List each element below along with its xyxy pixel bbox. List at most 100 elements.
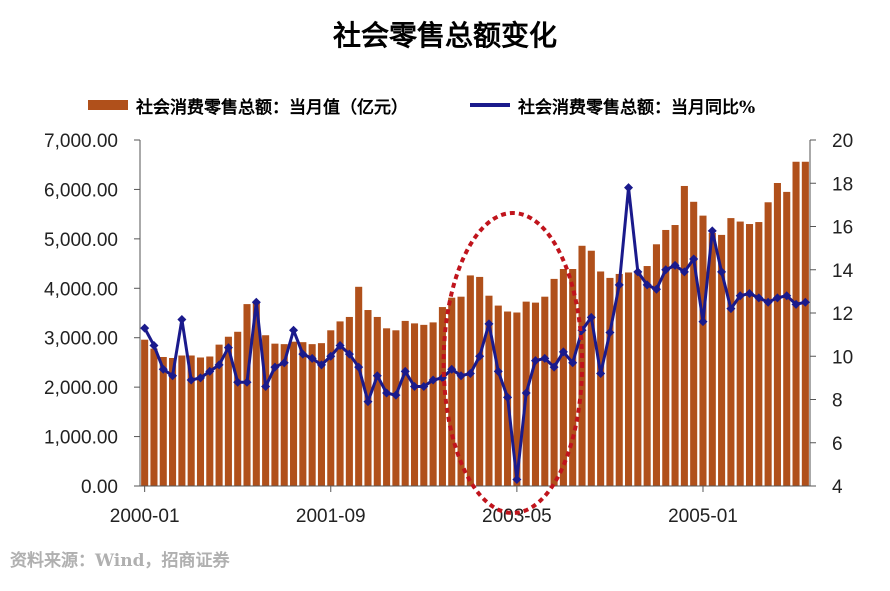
bar — [438, 307, 446, 486]
yoy-point — [410, 382, 420, 392]
bar — [448, 297, 456, 486]
bar — [392, 330, 400, 486]
yoy-point — [447, 364, 457, 374]
bar — [643, 266, 651, 486]
x-tick-label: 2003-05 — [482, 506, 552, 527]
bar — [680, 185, 688, 486]
bar — [317, 343, 325, 486]
bar — [550, 278, 558, 486]
bar — [280, 344, 288, 486]
yoy-point — [586, 312, 596, 322]
bar — [243, 304, 251, 486]
yoy-point — [316, 360, 326, 370]
bar — [634, 271, 642, 486]
yoy-point — [428, 375, 438, 385]
legend-label-line: 社会消费零售总额：当月同比% — [518, 97, 756, 118]
bar — [485, 295, 493, 486]
yoy-point — [400, 366, 410, 376]
yoy-point — [791, 299, 801, 309]
yoy-point — [223, 343, 233, 353]
bar — [355, 286, 363, 486]
bar — [773, 183, 781, 486]
bar — [736, 221, 744, 486]
yoy-point — [307, 353, 317, 363]
bar — [513, 312, 521, 486]
yoy-point — [372, 371, 382, 381]
yoy-point — [354, 362, 364, 372]
y-left-tick-label: 4,000.00 — [44, 279, 118, 300]
yoy-point — [382, 388, 392, 398]
bar — [373, 316, 381, 486]
bar — [699, 215, 707, 486]
yoy-point — [726, 304, 736, 314]
bar — [262, 335, 270, 486]
source-note: 资料来源：Wind，招商证券 — [10, 551, 230, 571]
yoy-point — [149, 340, 159, 350]
bar — [187, 355, 195, 486]
y-left-tick-label: 6,000.00 — [44, 180, 118, 201]
yoy-point — [624, 183, 634, 193]
legend: 社会消费零售总额：当月值（亿元） 社会消费零售总额：当月同比% — [0, 92, 890, 118]
yoy-point — [177, 314, 187, 324]
yoy-point — [205, 366, 215, 376]
bar — [159, 356, 167, 486]
bar — [457, 296, 465, 486]
x-tick-label: 2000-01 — [110, 506, 180, 527]
bar — [494, 305, 502, 486]
bar — [690, 201, 698, 487]
yoy-point — [596, 369, 606, 379]
legend-label-bar: 社会消费零售总额：当月值（亿元） — [136, 97, 408, 118]
bar — [215, 344, 223, 486]
yoy-point — [335, 340, 345, 350]
bar — [606, 277, 614, 486]
yoy-point — [503, 392, 513, 402]
yoy-point — [186, 375, 196, 385]
yoy-point — [717, 267, 727, 277]
yoy-point — [363, 397, 373, 407]
bar — [531, 302, 540, 486]
bar — [150, 348, 158, 486]
chart-title: 社会零售总额变化 — [332, 19, 557, 52]
yoy-point — [800, 297, 810, 307]
bar — [345, 316, 353, 486]
y-left-tick-label: 3,000.00 — [44, 329, 118, 350]
y-right-tick-label: 8 — [832, 391, 843, 412]
bar — [234, 331, 242, 486]
y-right-tick-label: 4 — [832, 477, 843, 498]
yoy-point — [698, 317, 708, 327]
yoy-point — [475, 351, 485, 361]
bar — [783, 191, 791, 486]
bar — [383, 328, 391, 486]
yoy-point — [270, 362, 280, 372]
bar — [308, 344, 316, 486]
y-right-tick-label: 10 — [832, 347, 853, 368]
bar — [541, 296, 549, 486]
y-left-tick-label: 7,000.00 — [44, 131, 118, 152]
yoy-point — [754, 293, 764, 303]
bar — [196, 357, 205, 486]
yoy-point — [679, 267, 689, 277]
bar — [252, 302, 260, 486]
x-tick-label: 2001-09 — [296, 506, 366, 527]
bar — [718, 234, 726, 486]
bar — [327, 330, 335, 486]
yoy-point — [456, 371, 466, 381]
legend-swatch-bar — [88, 100, 128, 110]
bar — [671, 225, 679, 486]
bar — [745, 224, 754, 486]
y-left-tick-label: 0.00 — [81, 477, 118, 498]
y-right-tick-label: 14 — [832, 261, 854, 282]
yoy-point — [214, 360, 224, 370]
highlight-ellipse — [441, 211, 585, 515]
yoy-point — [233, 377, 243, 387]
yoy-point — [772, 293, 782, 303]
yoy-point — [168, 371, 178, 381]
bar — [466, 275, 474, 486]
yoy-point — [419, 382, 429, 392]
bar — [662, 229, 670, 486]
bar — [290, 341, 298, 486]
bar — [801, 161, 809, 486]
legend-item-line: 社会消费零售总额：当月同比% — [470, 92, 755, 118]
yoy-point — [540, 353, 550, 363]
